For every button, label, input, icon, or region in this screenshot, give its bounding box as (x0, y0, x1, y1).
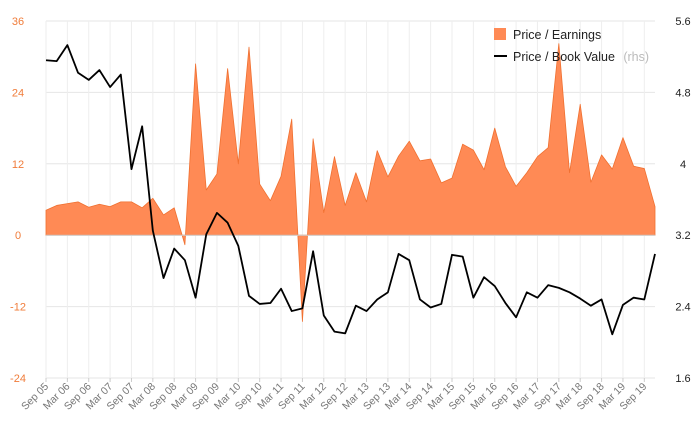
price-earnings-area (45, 43, 656, 322)
y-left-tick-label: 24 (12, 87, 24, 99)
line-series-price-book (45, 44, 656, 336)
legend-label-price-book-suffix: (rhs) (623, 50, 649, 64)
area-series-price-earnings (45, 43, 656, 322)
y-left-tick-label: 0 (15, 230, 21, 242)
y-right-tick-label: 5.6 (675, 16, 690, 28)
legend-label-price-book: Price / Book Value (rhs) (513, 48, 649, 65)
y-right-tick-label: 1.6 (675, 373, 690, 385)
y-left-tick-label: 12 (12, 159, 24, 171)
legend: Price / Earnings Price / Book Value (rhs… (494, 28, 649, 65)
y-right-tick-label: 4 (680, 159, 686, 171)
legend-label-price-book-name: Price / Book Value (513, 50, 615, 64)
y-left-tick-label: -24 (10, 373, 26, 385)
y-left-tick-label: -12 (10, 302, 26, 314)
y-right-tick-label: 3.2 (675, 230, 690, 242)
y-right-tick-label: 4.8 (675, 87, 690, 99)
y-left-tick-label: 36 (12, 16, 24, 28)
legend-swatch-price-earnings (494, 28, 506, 40)
legend-label-price-earnings: Price / Earnings (513, 28, 601, 42)
y-right-tick-label: 2.4 (675, 302, 690, 314)
price-book-line (45, 44, 656, 336)
